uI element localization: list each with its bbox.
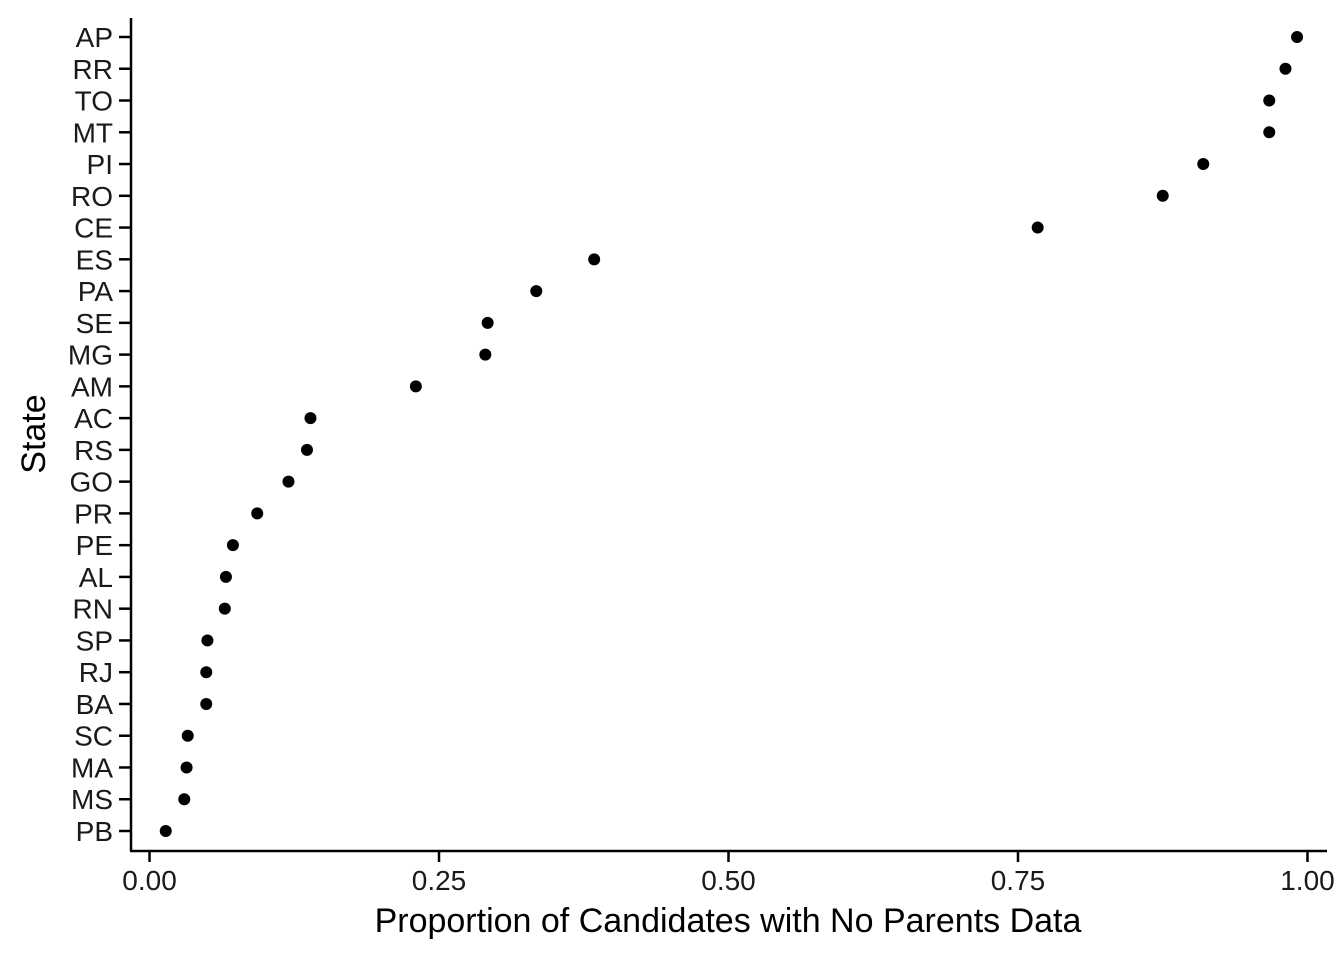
x-axis-labels: 0.00 0.25 0.50 0.75 1.00 [122,865,1334,896]
data-point-mt [1263,126,1276,139]
x-tick-label: 0.00 [122,865,177,896]
y-axis-title: State [15,394,53,473]
data-point-ma [180,761,193,774]
data-point-mg [479,348,492,361]
y-tick-label: RS [74,435,113,466]
y-tick-label: MA [71,752,113,783]
y-tick-label: AM [71,371,113,402]
y-axis-labels: APRRTOMTPIROCEESPASEMGAMACRSGOPRPEALRNSP… [68,22,113,847]
y-tick-label: TO [75,86,113,117]
y-tick-label: SE [76,308,113,339]
data-point-pr [251,507,264,520]
y-tick-label: MS [71,784,113,815]
data-point-ce [1031,221,1044,234]
y-tick-label: RO [71,181,113,212]
y-tick-label: MG [68,340,113,371]
data-point-am [409,380,422,393]
data-point-rs [301,443,314,456]
y-tick-label: PE [76,530,113,561]
data-point-pa [530,285,543,298]
y-tick-label: MT [73,117,113,148]
data-points [159,31,1304,837]
y-tick-label: ES [76,244,113,275]
x-axis-ticks [148,851,1309,862]
data-point-to [1263,94,1276,107]
data-point-sc [181,729,194,742]
y-tick-label: PI [87,149,113,180]
y-tick-label: PR [74,498,113,529]
y-tick-label: GO [69,467,113,498]
y-tick-label: PA [78,276,114,307]
data-point-go [282,475,295,488]
data-point-rr [1279,62,1292,75]
data-point-pi [1197,158,1210,171]
y-tick-label: RJ [79,657,113,688]
data-point-ba [200,697,213,710]
data-point-rj [200,666,213,679]
y-tick-label: AP [76,22,113,53]
data-point-sp [201,634,214,647]
y-tick-label: AC [74,403,113,434]
data-point-ms [178,793,191,806]
y-tick-label: BA [76,689,114,720]
y-tick-label: PB [76,816,113,847]
x-tick-label: 0.50 [701,865,756,896]
y-tick-label: SP [76,625,113,656]
y-tick-label: RR [73,54,113,85]
data-point-pe [226,539,239,552]
y-tick-label: SC [74,721,113,752]
data-point-se [481,316,494,329]
data-point-ap [1291,31,1304,43]
x-axis-title: Proportion of Candidates with No Parents… [375,902,1082,940]
y-tick-label: RN [73,594,113,625]
y-tick-label: AL [79,562,113,593]
x-tick-label: 1.00 [1280,865,1335,896]
data-point-ac [304,412,317,425]
data-point-pb [159,825,172,837]
data-point-rn [218,602,231,615]
data-point-ro [1156,189,1169,202]
data-point-es [588,253,601,266]
data-point-al [219,570,232,583]
y-tick-label: CE [74,213,113,244]
y-axis-ticks [119,35,131,833]
x-tick-label: 0.75 [991,865,1046,896]
x-tick-label: 0.25 [412,865,467,896]
